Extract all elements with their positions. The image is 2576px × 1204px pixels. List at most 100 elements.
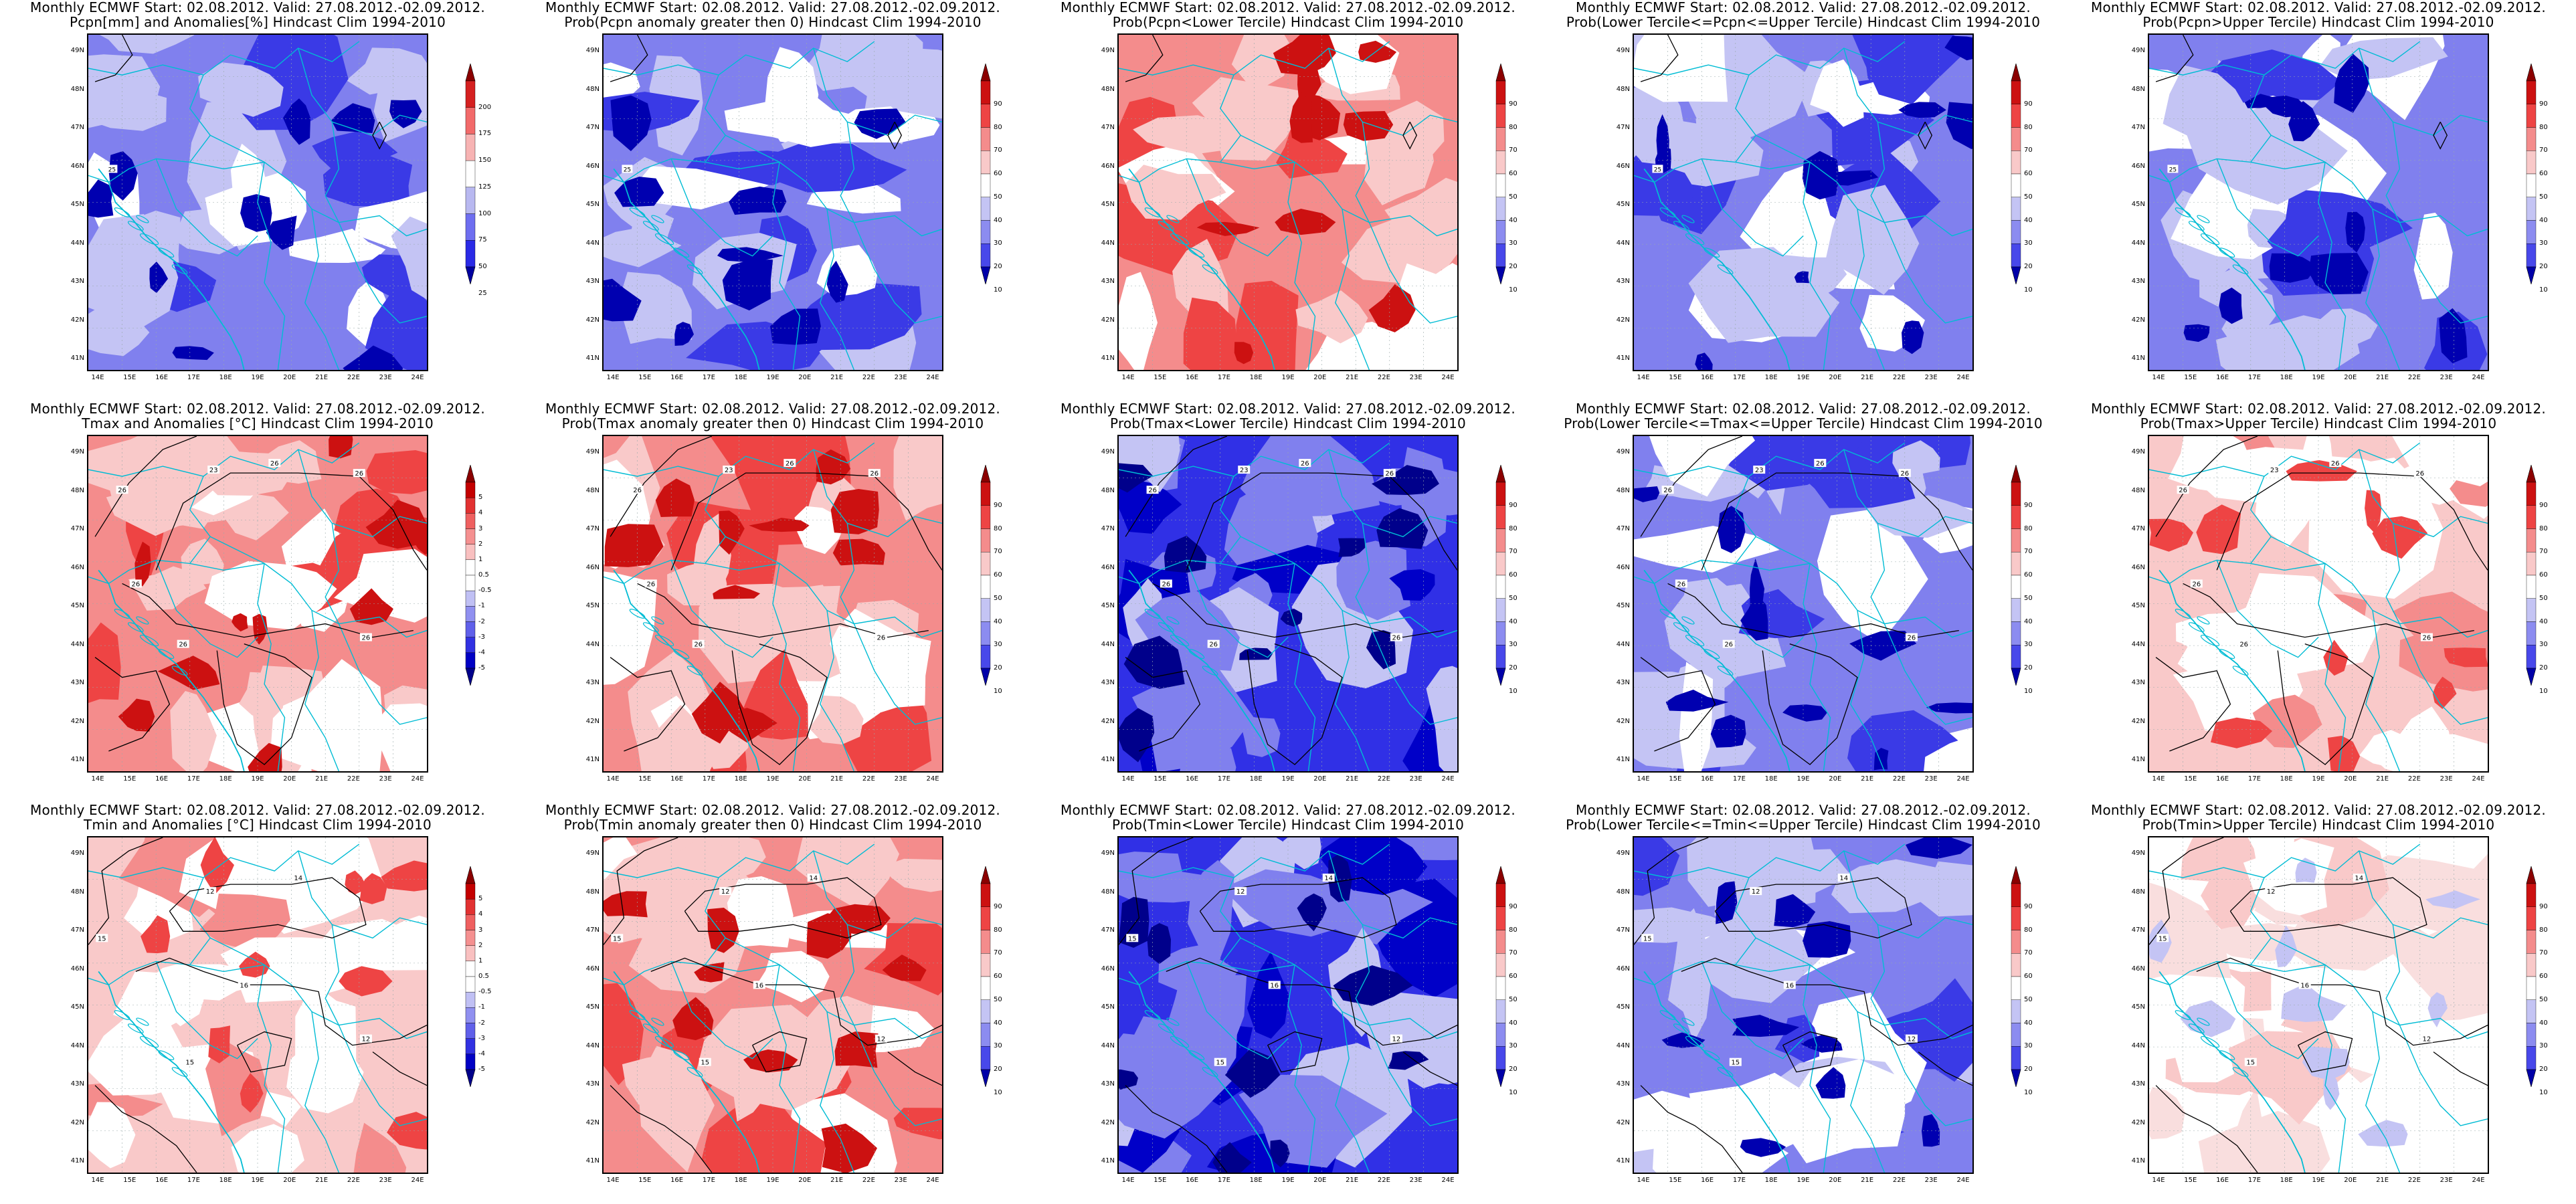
latitude-label: 49N xyxy=(1101,47,1115,54)
colorbar-tick: 70 xyxy=(994,146,1002,155)
longitude-label: 20E xyxy=(1313,775,1327,783)
longitude-label: 19E xyxy=(251,775,264,783)
longitude-label: 24E xyxy=(2472,1177,2485,1184)
contour-label: 26 xyxy=(875,633,887,642)
colorbar-legend: 90 80 70 60 50 40 30 20 10 xyxy=(1495,465,1517,694)
colorbar-tick: 40 xyxy=(2539,216,2548,224)
longitude-label: 24E xyxy=(1441,1177,1455,1184)
longitude-label: 22E xyxy=(862,1177,875,1184)
latitude-label: 44N xyxy=(70,239,84,247)
svg-text:26: 26 xyxy=(270,460,279,468)
svg-text:26: 26 xyxy=(1392,635,1401,642)
longitude-label: 15E xyxy=(2184,775,2197,783)
longitude-label: 22E xyxy=(1892,1177,1906,1184)
colorbar-tick: 2 xyxy=(478,540,483,548)
panel-subtitle: Prob(Pcpn>Upper Tercile) Hindcast Clim 1… xyxy=(2142,14,2494,30)
panel-subtitle: Prob(Lower Tercile<=Tmax<=Upper Tercile)… xyxy=(1564,415,2043,431)
latitude-label: 41N xyxy=(585,1157,600,1165)
map-svg: 25 xyxy=(1634,35,1972,370)
longitude-label: 21E xyxy=(1861,775,1874,783)
colorbar-tick: 10 xyxy=(2539,1088,2548,1096)
colorbar-tick: 60 xyxy=(2539,170,2548,177)
longitude-label: 24E xyxy=(1441,374,1455,381)
longitude-label: 24E xyxy=(2472,775,2485,783)
latitude-label: 47N xyxy=(70,525,84,532)
colorbar-tick: -2 xyxy=(478,1019,485,1027)
forecast-map: 25 xyxy=(2148,33,2489,371)
colorbar-tick: 70 xyxy=(2539,949,2548,957)
longitude-label: 24E xyxy=(411,775,424,783)
colorbar-tick: 90 xyxy=(994,902,1002,910)
longitude-label: 15E xyxy=(1669,775,1682,783)
longitude-label: 23E xyxy=(894,374,907,381)
longitude-label: 15E xyxy=(123,1177,136,1184)
panel-title: Monthly ECMWF Start: 02.08.2012. Valid: … xyxy=(1576,401,2031,417)
colorbar-tick: 40 xyxy=(994,617,1002,625)
contour-label: 26 xyxy=(1299,459,1311,468)
longitude-label: 19E xyxy=(1281,775,1295,783)
svg-text:15: 15 xyxy=(185,1060,194,1067)
latitude-label: 43N xyxy=(1616,278,1630,285)
colorbar-tick: 50 xyxy=(1509,193,1517,201)
contour-label: 26 xyxy=(2237,639,2250,649)
svg-text:12: 12 xyxy=(877,1036,886,1043)
latitude-label: 48N xyxy=(585,85,600,93)
map-panel: Monthly ECMWF Start: 02.08.2012. Valid: … xyxy=(1546,0,2061,401)
colorbar-tick: 60 xyxy=(2539,571,2548,579)
svg-text:25: 25 xyxy=(2169,167,2177,173)
longitude-label: 24E xyxy=(1956,1177,1970,1184)
svg-text:23: 23 xyxy=(1240,467,1249,474)
latitude-label: 44N xyxy=(585,239,600,247)
svg-text:26: 26 xyxy=(694,641,703,649)
longitude-label: 24E xyxy=(926,374,939,381)
longitude-label: 22E xyxy=(862,374,875,381)
contour-label: 23 xyxy=(1238,466,1251,474)
contour-label: 26 xyxy=(631,486,644,494)
contour-label: 23 xyxy=(207,466,220,474)
longitude-label: 21E xyxy=(2376,1177,2389,1184)
longitude-label: 17E xyxy=(1217,775,1230,783)
latitude-label: 49N xyxy=(585,47,600,54)
svg-text:26: 26 xyxy=(646,581,655,588)
longitude-label: 15E xyxy=(1669,374,1682,381)
colorbar-tick: -5 xyxy=(478,664,485,672)
colorbar-legend: 90 80 70 60 50 40 30 20 10 xyxy=(2526,465,2548,694)
forecast-map: 15 12 14 16 15 12 xyxy=(1633,836,1974,1174)
forecast-map: 26 23 26 26 26 26 26 xyxy=(2148,435,2489,773)
latitude-label: 41N xyxy=(1101,1157,1115,1165)
colorbar-tick: 80 xyxy=(2539,524,2548,532)
colorbar-tick: 60 xyxy=(994,170,1002,177)
colorbar-tick: 70 xyxy=(1509,146,1517,155)
svg-text:14: 14 xyxy=(809,875,818,882)
forecast-map: 25 xyxy=(87,33,428,371)
colorbar-tick: 70 xyxy=(2024,949,2033,957)
latitude-label: 48N xyxy=(2131,85,2145,93)
colorbar-tick: 10 xyxy=(994,1088,1002,1096)
longitude-label: 23E xyxy=(2440,1177,2453,1184)
longitude-label: 22E xyxy=(347,374,360,381)
latitude-label: 42N xyxy=(1616,717,1630,725)
map-svg: 26 23 26 26 26 26 26 xyxy=(88,436,427,771)
svg-text:12: 12 xyxy=(1752,888,1760,896)
contour-label: 26 xyxy=(177,639,189,649)
longitude-label: 14E xyxy=(2152,775,2165,783)
contour-label: 26 xyxy=(1905,633,1918,642)
colorbar-tick: 40 xyxy=(2539,1019,2548,1027)
latitude-label: 49N xyxy=(2131,448,2145,456)
latitude-label: 46N xyxy=(1616,162,1630,170)
colorbar-tick: 40 xyxy=(1509,1019,1517,1027)
colorbar-tick: 50 xyxy=(2539,995,2548,1003)
longitude-label: 16E xyxy=(2216,1177,2229,1184)
colorbar-tick: 25 xyxy=(478,289,487,297)
latitude-label: 42N xyxy=(2131,1118,2145,1126)
colorbar-tick: 60 xyxy=(2024,571,2033,579)
longitude-label: 15E xyxy=(638,1177,652,1184)
latitude-label: 48N xyxy=(1616,486,1630,494)
svg-text:15: 15 xyxy=(613,935,622,942)
colorbar-tick: 50 xyxy=(2024,193,2033,201)
colorbar-tick: 50 xyxy=(994,193,1002,201)
svg-text:26: 26 xyxy=(1724,641,1733,649)
latitude-label: 42N xyxy=(1616,1118,1630,1126)
latitude-label: 46N xyxy=(1101,563,1115,571)
latitude-label: 49N xyxy=(2131,849,2145,857)
